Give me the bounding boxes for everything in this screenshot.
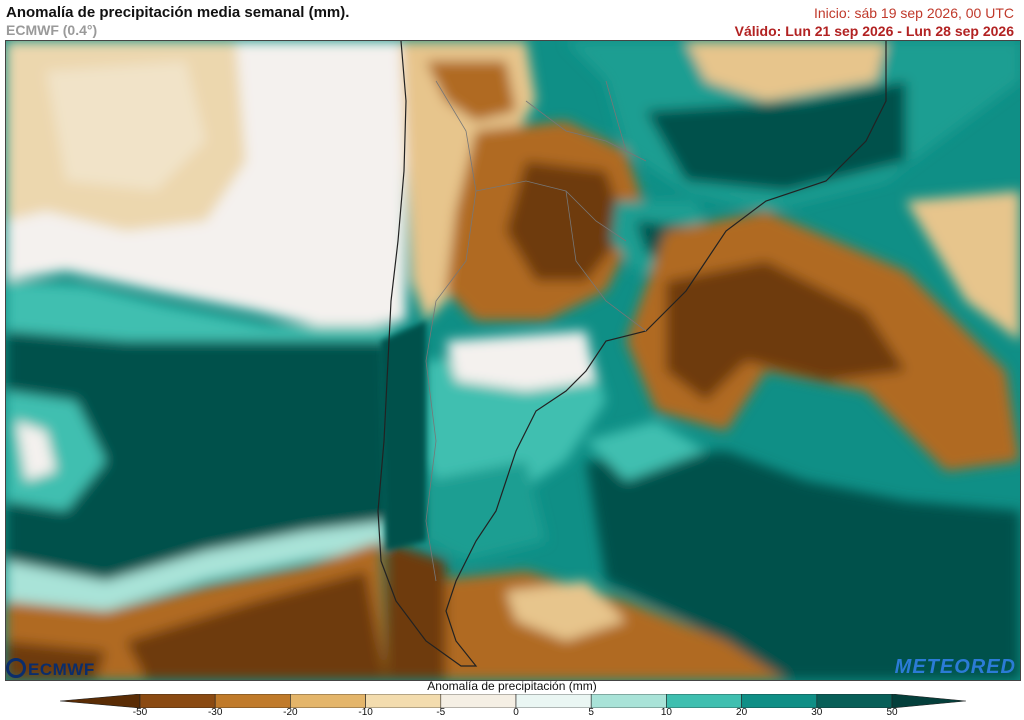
- valid-period: Válido: Lun 21 sep 2026 - Lun 28 sep 202…: [734, 23, 1014, 39]
- colorbar-arrow-right: [891, 694, 967, 708]
- colorbar-tick-label: -30: [207, 707, 223, 718]
- colorbar-segment: [515, 694, 592, 708]
- colorbar-segment: [440, 694, 517, 708]
- colorbar-segment: [741, 694, 818, 708]
- colorbar-tick-label: 10: [660, 707, 672, 718]
- chile-wet-strip: [381, 321, 426, 551]
- colorbar-tick-label: 20: [736, 707, 748, 718]
- coastlines: [377, 41, 887, 667]
- colorbar-segment: [365, 694, 442, 708]
- colorbar-tick-label: -50: [132, 707, 148, 718]
- header-right: Inicio: sáb 19 sep 2026, 00 UTC Válido: …: [735, 4, 1014, 40]
- colorbar: [59, 694, 967, 708]
- colorbar-ticks: -50 -30 -20 -10 -5 0 5 10 20 30 50: [0, 707, 1024, 720]
- precipitation-anomaly-map: [5, 40, 1021, 681]
- header-left: Anomalía de precipitación media semanal …: [6, 4, 349, 39]
- colorbar-segment: [666, 694, 742, 708]
- colorbar-tick-label: -5: [436, 707, 446, 718]
- colorbar-segment: [816, 694, 893, 708]
- model-label: ECMWF (0.4°): [6, 22, 98, 38]
- colorbar-tick-label: -10: [358, 707, 373, 718]
- colorbar-tick-label: -20: [283, 707, 298, 718]
- colorbar-title: Anomalía de precipitación (mm): [427, 679, 597, 693]
- colorbar-tick-label: 5: [588, 707, 594, 718]
- colorbar-tick-label: 50: [886, 707, 898, 718]
- colorbar-segment: [590, 694, 667, 708]
- init-time: Inicio: sáb 19 sep 2026, 00 UTC: [813, 5, 1014, 21]
- country-borders: [425, 80, 647, 582]
- meteored-logo: METEORED: [894, 656, 1016, 678]
- colorbar-tick-label: 30: [811, 707, 823, 718]
- colorbar-segment: [290, 694, 366, 708]
- ecmwf-ring-icon: [6, 658, 26, 678]
- map-title: Anomalía de precipitación media semanal …: [6, 4, 350, 21]
- colorbar-segment: [139, 694, 216, 708]
- ecmwf-logo: ECMWF: [6, 658, 95, 680]
- colorbar-tick-label: 0: [513, 707, 519, 718]
- anomaly-field: [6, 41, 1020, 680]
- colorbar-arrow-left: [59, 694, 141, 708]
- map-canvas: [6, 41, 1020, 680]
- colorbar-segment: [214, 694, 291, 708]
